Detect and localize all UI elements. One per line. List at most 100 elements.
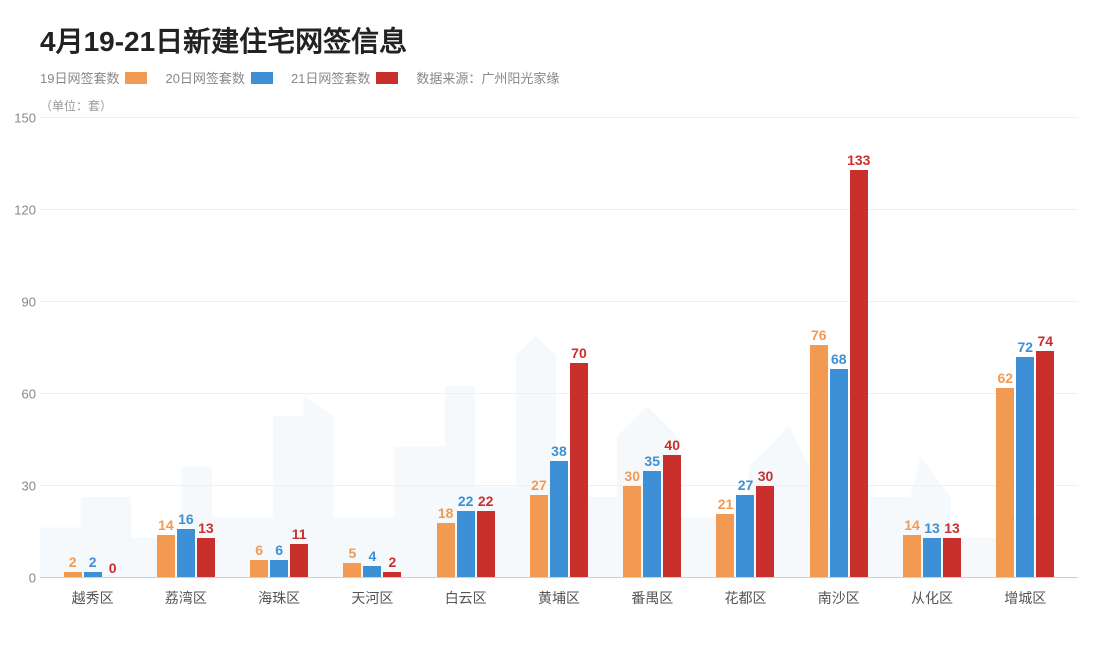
bar-value-label: 22 xyxy=(458,493,474,509)
data-source-label: 数据来源：广州阳光家缘 xyxy=(416,68,559,87)
bar-value-label: 14 xyxy=(158,517,174,533)
bar: 13 xyxy=(923,538,941,578)
bar: 5 xyxy=(343,563,361,578)
bar-value-label: 4 xyxy=(369,548,377,564)
bar-group: 273870 xyxy=(512,363,605,578)
bar: 11 xyxy=(290,544,308,578)
bar-value-label: 13 xyxy=(944,520,960,536)
bar-value-label: 11 xyxy=(292,526,307,542)
bar-value-label: 68 xyxy=(831,351,847,367)
x-category-label: 番禺区 xyxy=(606,588,699,608)
x-category-label: 增城区 xyxy=(979,588,1072,608)
x-axis: 越秀区荔湾区海珠区天河区白云区黄埔区番禺区花都区南沙区从化区增城区 xyxy=(40,588,1078,608)
bar-value-label: 21 xyxy=(718,496,734,512)
y-tick: 0 xyxy=(6,571,36,586)
legend-label-2: 21日网签套数 xyxy=(291,68,370,87)
bar-value-label: 2 xyxy=(69,554,77,570)
bar: 70 xyxy=(570,363,588,578)
bar: 40 xyxy=(663,455,681,578)
y-tick: 30 xyxy=(6,479,36,494)
bar: 13 xyxy=(197,538,215,578)
x-category-label: 南沙区 xyxy=(792,588,885,608)
bar: 30 xyxy=(756,486,774,578)
bar-value-label: 0 xyxy=(109,560,117,576)
bar: 6 xyxy=(270,560,288,578)
x-category-label: 荔湾区 xyxy=(139,588,232,608)
bar-value-label: 5 xyxy=(349,545,357,561)
bar: 74 xyxy=(1036,351,1054,578)
bar-value-label: 30 xyxy=(624,468,640,484)
x-category-label: 黄埔区 xyxy=(512,588,605,608)
bar-value-label: 38 xyxy=(551,443,567,459)
bar-value-label: 6 xyxy=(255,542,263,558)
bar: 27 xyxy=(736,495,754,578)
bar-value-label: 72 xyxy=(1017,339,1033,355)
bar-value-label: 18 xyxy=(438,505,454,521)
bar: 22 xyxy=(457,511,475,578)
bar: 68 xyxy=(830,369,848,578)
bar-value-label: 13 xyxy=(924,520,940,536)
bar: 76 xyxy=(810,345,828,578)
legend-swatch-1 xyxy=(251,72,273,84)
x-category-label: 越秀区 xyxy=(46,588,139,608)
bar-value-label: 76 xyxy=(811,327,827,343)
bar-value-label: 13 xyxy=(198,520,214,536)
bar-value-label: 2 xyxy=(89,554,97,570)
bar: 13 xyxy=(943,538,961,578)
bar-group: 7668133 xyxy=(792,170,885,578)
bar-value-label: 27 xyxy=(531,477,547,493)
y-tick: 150 xyxy=(6,111,36,126)
bars-row: 2201416136611542182222273870303540212730… xyxy=(40,118,1078,578)
bar-value-label: 133 xyxy=(847,152,870,168)
y-tick: 60 xyxy=(6,387,36,402)
bar: 35 xyxy=(643,471,661,578)
bar: 18 xyxy=(437,523,455,578)
x-category-label: 海珠区 xyxy=(233,588,326,608)
chart-container: 4月19-21日新建住宅网签信息 19日网签套数 20日网签套数 21日网签套数… xyxy=(0,0,1108,628)
bar: 62 xyxy=(996,388,1014,578)
bar: 14 xyxy=(903,535,921,578)
bar-group: 212730 xyxy=(699,486,792,578)
bar: 16 xyxy=(177,529,195,578)
y-axis: 0306090120150 xyxy=(6,118,36,578)
legend-label-1: 20日网签套数 xyxy=(165,68,244,87)
bar-value-label: 62 xyxy=(997,370,1013,386)
bar-value-label: 74 xyxy=(1037,333,1053,349)
plot-area: 0306090120150 22014161366115421822222738… xyxy=(40,118,1078,578)
bar: 133 xyxy=(850,170,868,578)
bar-group: 6611 xyxy=(233,544,326,578)
chart-title: 4月19-21日新建住宅网签信息 xyxy=(40,20,1078,60)
bar-value-label: 70 xyxy=(571,345,587,361)
bar-value-label: 35 xyxy=(644,453,660,469)
bar-group: 182222 xyxy=(419,511,512,578)
bar: 21 xyxy=(716,514,734,578)
bar: 6 xyxy=(250,560,268,578)
x-category-label: 从化区 xyxy=(885,588,978,608)
bar: 27 xyxy=(530,495,548,578)
bar-value-label: 14 xyxy=(904,517,920,533)
bar-value-label: 16 xyxy=(178,511,194,527)
bar-group: 627274 xyxy=(979,351,1072,578)
legend-swatch-2 xyxy=(376,72,398,84)
legend-item-0: 19日网签套数 xyxy=(40,68,147,87)
legend-swatch-0 xyxy=(125,72,147,84)
bar-value-label: 22 xyxy=(478,493,494,509)
bar-value-label: 2 xyxy=(389,554,397,570)
bar: 72 xyxy=(1016,357,1034,578)
legend-item-1: 20日网签套数 xyxy=(165,68,272,87)
bar: 38 xyxy=(550,461,568,578)
y-tick: 90 xyxy=(6,295,36,310)
x-baseline xyxy=(40,577,1078,578)
bar: 22 xyxy=(477,511,495,578)
bar: 14 xyxy=(157,535,175,578)
bar-group: 542 xyxy=(326,563,419,578)
bar-group: 141313 xyxy=(885,535,978,578)
legend-item-2: 21日网签套数 xyxy=(291,68,398,87)
unit-label: （单位：套） xyxy=(40,97,1078,114)
bar-group: 141613 xyxy=(139,529,232,578)
bar-value-label: 6 xyxy=(275,542,283,558)
bar-value-label: 30 xyxy=(758,468,774,484)
x-category-label: 花都区 xyxy=(699,588,792,608)
bar: 30 xyxy=(623,486,641,578)
bar-group: 303540 xyxy=(606,455,699,578)
